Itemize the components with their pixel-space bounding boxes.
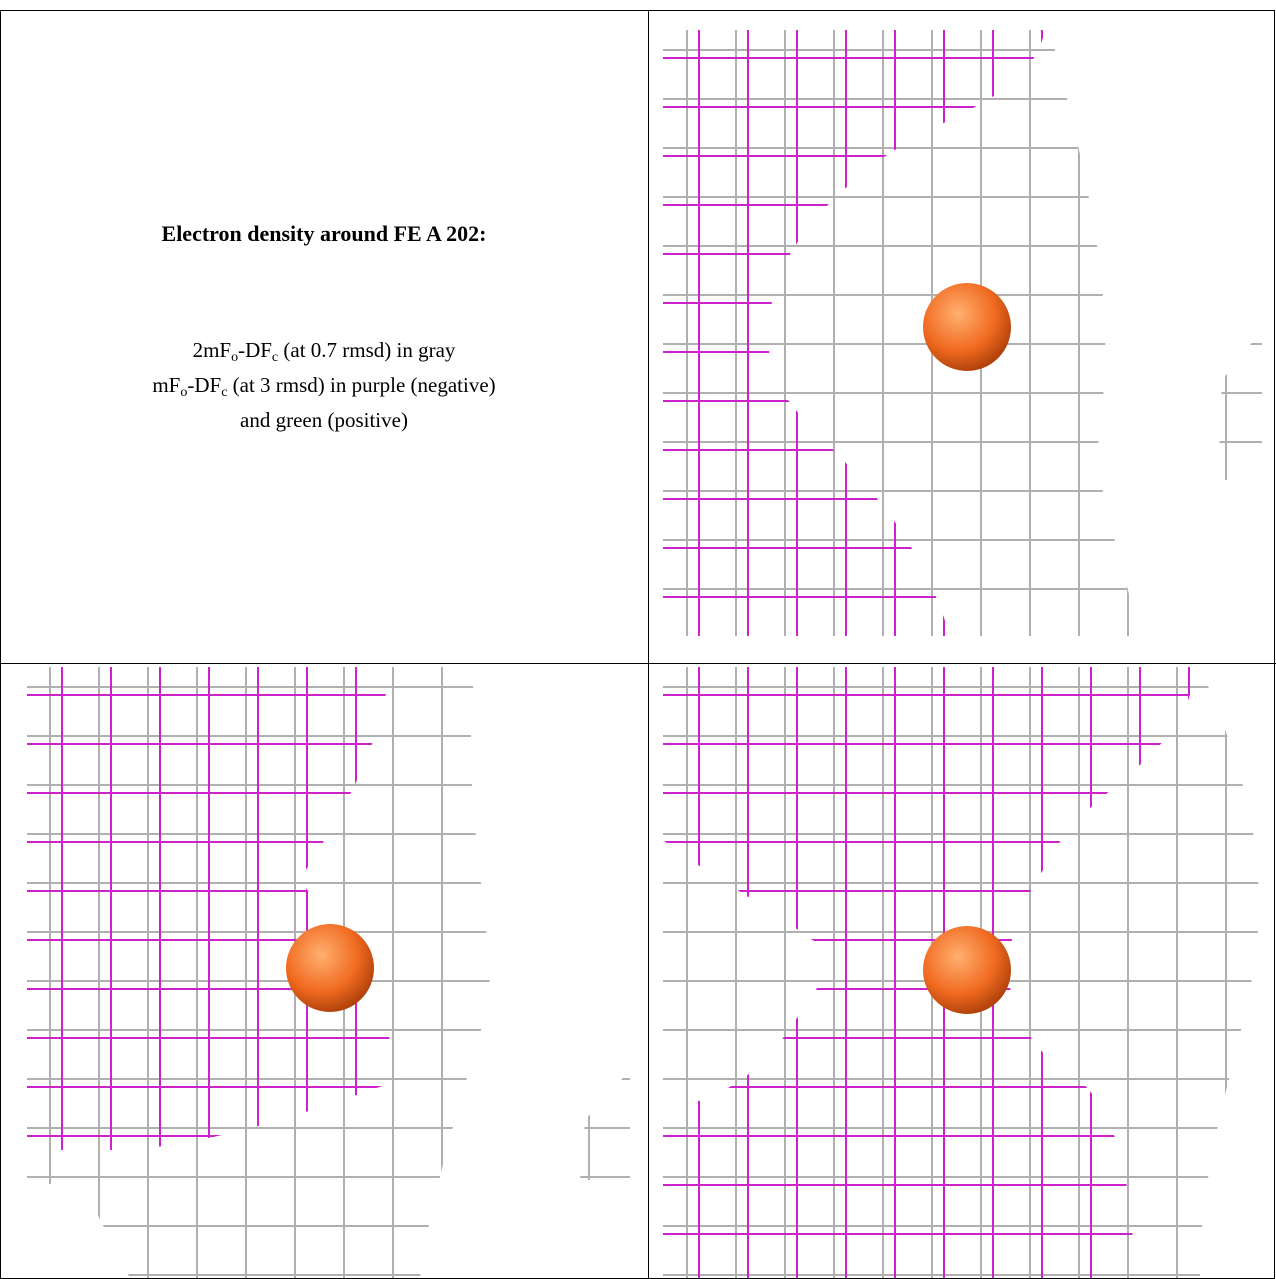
text-run: mF bbox=[152, 373, 180, 397]
gray-mesh bbox=[580, 1070, 630, 1180]
page: {"title": "Electron density around FE A … bbox=[0, 0, 1276, 1279]
caption-line: mFo-DFc (at 3 rmsd) in purple (negative) bbox=[1, 368, 647, 403]
text-run: (at 3 rmsd) in purple (negative) bbox=[227, 373, 495, 397]
text-run: (at 0.7 rmsd) in gray bbox=[278, 338, 455, 362]
text-run: and green (positive) bbox=[240, 408, 408, 432]
text-run: -DF bbox=[187, 373, 221, 397]
density-view-2 bbox=[27, 667, 630, 1278]
caption-line: 2mFo-DFc (at 0.7 rmsd) in gray bbox=[1, 333, 647, 368]
caption-title: Electron density around FE A 202: bbox=[1, 221, 647, 247]
density-view-1 bbox=[663, 30, 1262, 636]
density-view-3 bbox=[663, 667, 1259, 1278]
fe-atom bbox=[923, 283, 1011, 371]
text-run: -DF bbox=[238, 338, 272, 362]
text-run: 2mF bbox=[193, 338, 232, 362]
caption-line: and green (positive) bbox=[1, 403, 647, 438]
gray-mesh bbox=[1218, 330, 1262, 480]
fe-atom bbox=[286, 924, 374, 1012]
fe-atom bbox=[923, 926, 1011, 1014]
caption-cell: Electron density around FE A 202: 2mFo-D… bbox=[1, 11, 647, 662]
